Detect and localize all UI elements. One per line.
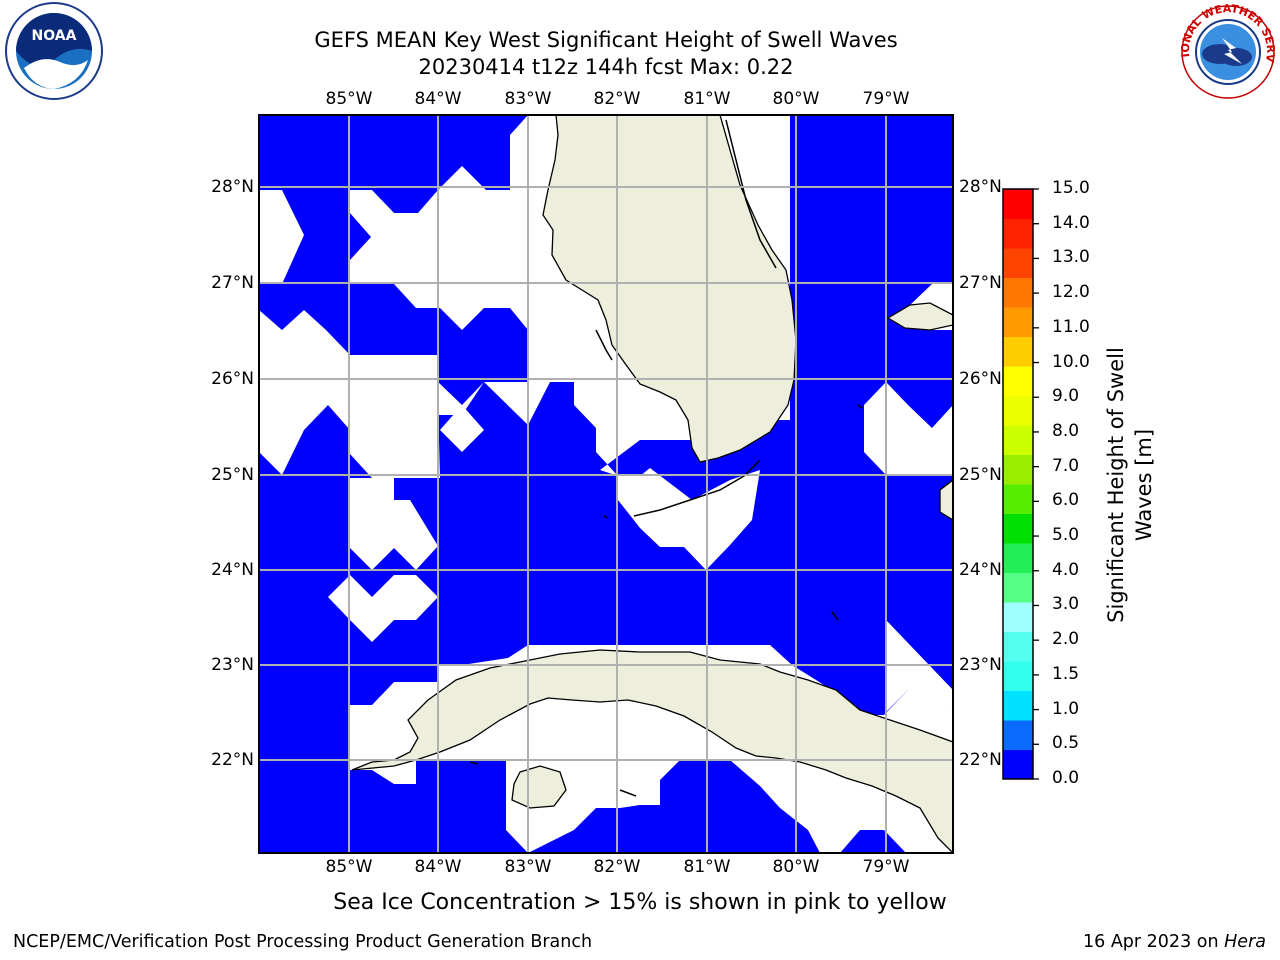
- noaa-logo-text: NOAA: [32, 28, 77, 44]
- colorbar-segment: [1003, 189, 1033, 219]
- colorbar-tick-label: 10.0: [1052, 351, 1090, 372]
- lat-tick-right: 27°N: [959, 273, 1002, 293]
- lon-tick-bottom: 79°W: [862, 857, 910, 877]
- colorbar-segment: [1003, 572, 1033, 603]
- lat-tick-left: 23°N: [211, 655, 254, 675]
- colorbar-tick-label: 7.0: [1052, 455, 1080, 476]
- lat-tick-right: 22°N: [959, 750, 1002, 770]
- isla-de-la-juventud: [511, 765, 567, 809]
- lat-tick-left: 25°N: [211, 465, 254, 485]
- footer-host: Hera: [1224, 932, 1266, 952]
- colorbar-segment: [1003, 543, 1033, 573]
- lat-tick-right: 26°N: [959, 369, 1002, 389]
- lon-tick-top: 79°W: [862, 89, 910, 109]
- colorbar-segment: [1003, 395, 1033, 426]
- graticule: [259, 115, 953, 853]
- lon-tick-bottom: 83°W: [504, 857, 552, 877]
- colorbar-segment: [1003, 248, 1033, 278]
- sea-ice-note: Sea Ice Concentration > 15% is shown in …: [333, 890, 947, 915]
- colorbar-segment: [1003, 454, 1033, 485]
- colorbar-segment: [1003, 661, 1033, 691]
- colorbar-tick-label: 14.0: [1052, 212, 1090, 233]
- bahamas-south: [939, 479, 953, 521]
- bahamas-andros: [886, 302, 953, 331]
- land-areas: [351, 115, 953, 853]
- lon-tick-top: 85°W: [325, 89, 373, 109]
- colorbar-tick-label: 4.0: [1052, 559, 1080, 580]
- colorbar-tick-label: 0.5: [1052, 733, 1080, 754]
- colorbar-segment: [1003, 749, 1033, 780]
- lat-tick-left: 26°N: [211, 369, 254, 389]
- lat-tick-right: 23°N: [959, 655, 1002, 675]
- colorbar-segment: [1003, 366, 1033, 396]
- colorbar-segment: [1003, 425, 1033, 455]
- map-title: GEFS MEAN Key West Significant Height of…: [314, 28, 898, 52]
- map-subtitle: 20230414 t12z 144h fcst Max: 0.22: [418, 55, 794, 79]
- lat-tick-left: 28°N: [211, 177, 254, 197]
- colorbar-label-line2: Waves [m]: [1132, 428, 1156, 542]
- lat-tick-right: 25°N: [959, 465, 1002, 485]
- colorbar-segment: [1003, 602, 1033, 632]
- colorbar-tick-label: 15.0: [1052, 178, 1090, 198]
- coastline-details: [469, 119, 863, 797]
- lat-tick-left: 22°N: [211, 750, 254, 770]
- lat-tick-right: 28°N: [959, 177, 1002, 197]
- colorbar-tick-label: 8.0: [1052, 420, 1080, 441]
- nws-logo: NATIONAL WEATHER SERVICE: [1178, 2, 1277, 99]
- colorbar-segment: [1003, 690, 1033, 721]
- florida-landmass: [542, 115, 797, 463]
- colorbar: [1002, 188, 1039, 780]
- colorbar-tick-label: 13.0: [1052, 247, 1090, 268]
- lat-tick-left: 27°N: [211, 273, 254, 293]
- lat-tick-right: 24°N: [959, 560, 1002, 580]
- lon-tick-top: 80°W: [772, 89, 820, 109]
- colorbar-tick-label: 2.0: [1052, 629, 1080, 650]
- colorbar-segment: [1003, 336, 1033, 367]
- colorbar-segment: [1003, 513, 1033, 544]
- footer-date: 16 Apr 2023 on Hera: [1083, 932, 1266, 952]
- colorbar-tick-label: 1.0: [1052, 698, 1080, 719]
- colorbar-tick-label: 9.0: [1052, 386, 1080, 407]
- colorbar-label-line1: Significant Height of Swell: [1104, 347, 1128, 623]
- colorbar-tick-label: 11.0: [1052, 316, 1090, 337]
- lon-tick-bottom: 80°W: [772, 857, 820, 877]
- colorbar-segment: [1003, 631, 1033, 662]
- lon-tick-top: 81°W: [683, 89, 731, 109]
- footer-branch: NCEP/EMC/Verification Post Processing Pr…: [13, 932, 593, 952]
- colorbar-segment: [1003, 218, 1033, 249]
- colorbar-tick-label: 1.5: [1052, 663, 1080, 684]
- lon-tick-top: 82°W: [593, 89, 641, 109]
- colorbar-segment: [1003, 720, 1033, 750]
- colorbar-segment: [1003, 484, 1033, 514]
- noaa-logo: NOAA: [5, 2, 103, 100]
- map-frame: [258, 114, 954, 854]
- cuba-landmass: [351, 649, 953, 853]
- lon-tick-top: 84°W: [414, 89, 462, 109]
- colorbar-tick-label: 12.0: [1052, 282, 1090, 303]
- footer-date-text: 16 Apr 2023 on: [1083, 932, 1225, 952]
- lat-tick-left: 24°N: [211, 560, 254, 580]
- colorbar-tick-label: 5.0: [1052, 525, 1080, 546]
- colorbar-tick-label: 0.0: [1052, 768, 1080, 788]
- lon-tick-bottom: 85°W: [325, 857, 373, 877]
- lon-tick-bottom: 81°W: [683, 857, 731, 877]
- lon-tick-bottom: 82°W: [593, 857, 641, 877]
- colorbar-label: Significant Height of Swell Waves [m]: [1102, 285, 1158, 685]
- colorbar-frame: [1002, 188, 1034, 780]
- colorbar-segment: [1003, 277, 1033, 308]
- lon-tick-top: 83°W: [504, 89, 552, 109]
- colorbar-tick-label: 6.0: [1052, 490, 1080, 511]
- lon-tick-bottom: 84°W: [414, 857, 462, 877]
- colorbar-segment: [1003, 307, 1033, 337]
- colorbar-tick-label: 3.0: [1052, 594, 1080, 615]
